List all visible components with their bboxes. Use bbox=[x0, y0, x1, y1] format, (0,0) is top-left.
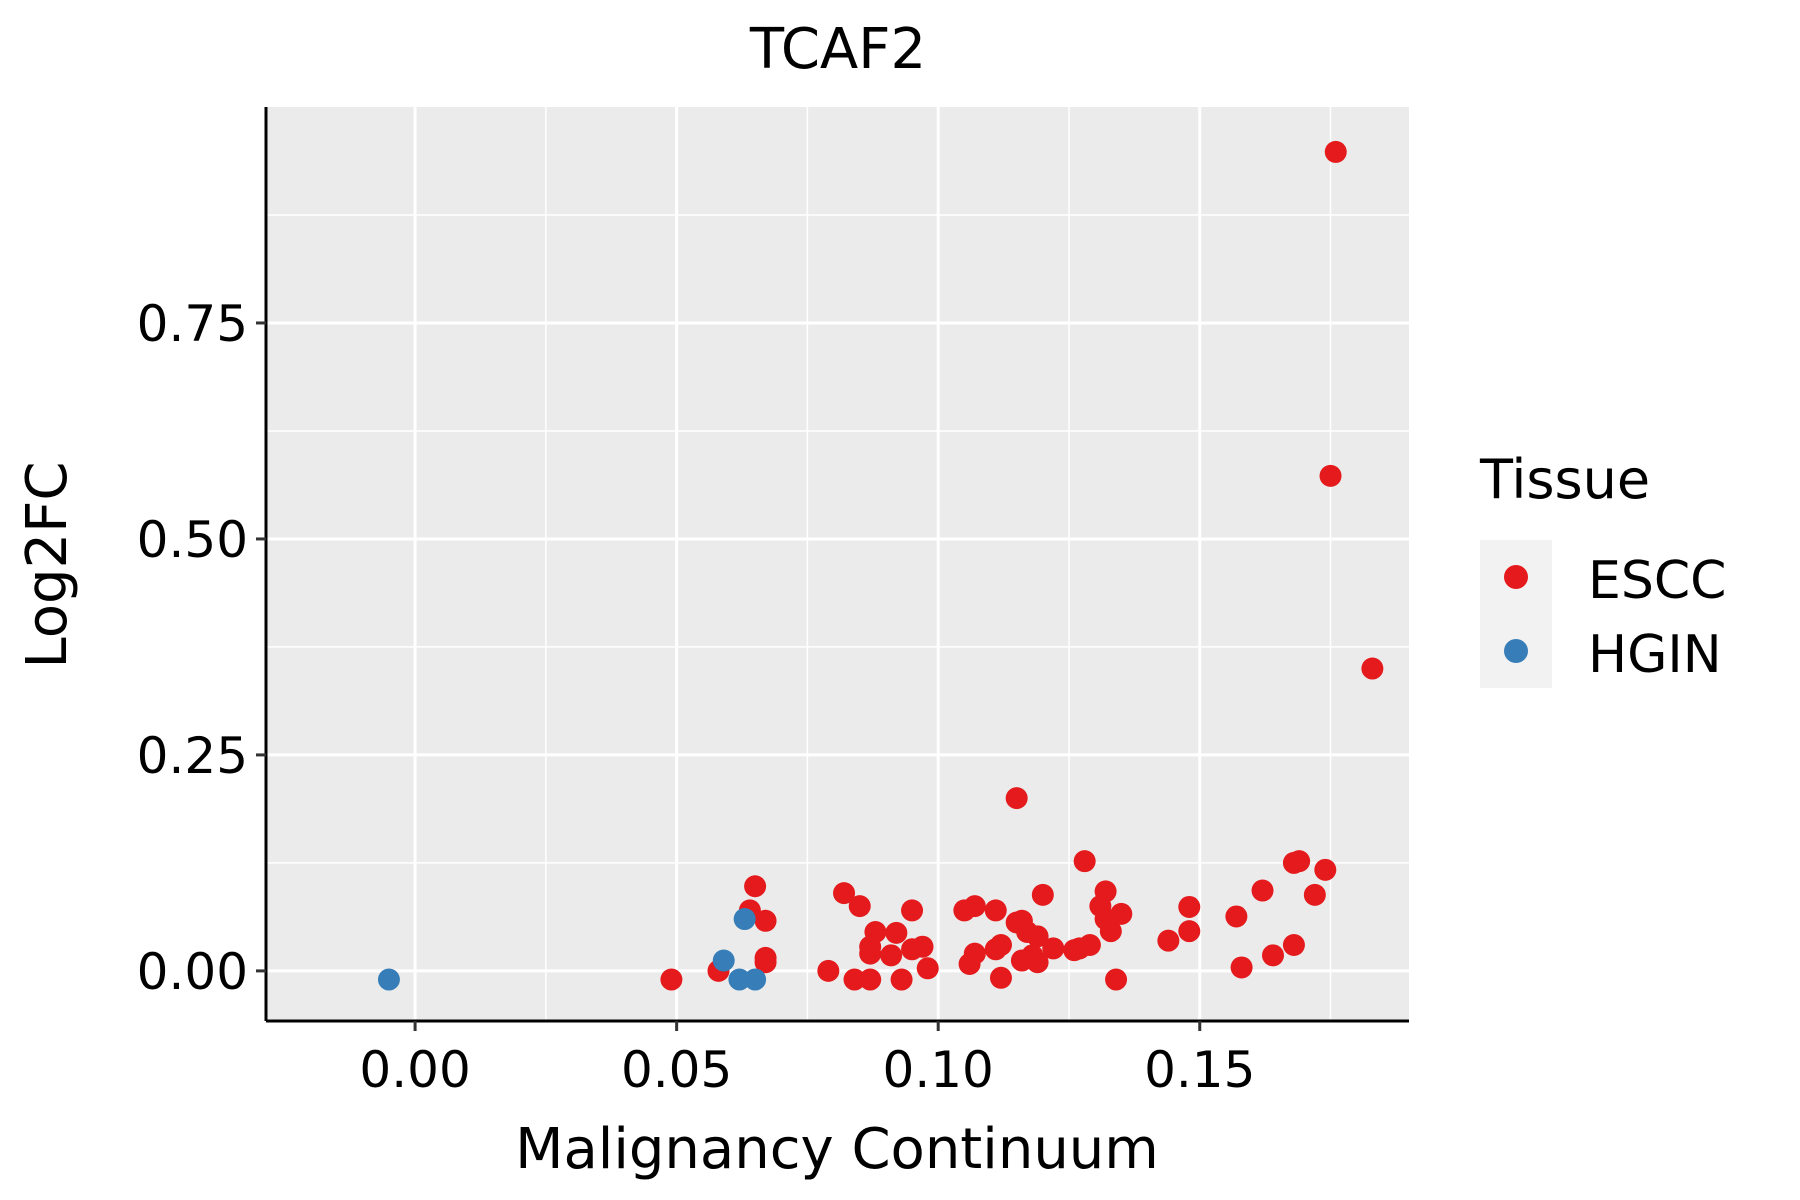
y-tick-label: 0.25 bbox=[137, 727, 248, 785]
point-escc bbox=[989, 966, 1012, 989]
point-escc bbox=[890, 968, 913, 991]
point-escc bbox=[1225, 905, 1248, 928]
legend: Tissue ESCC HGIN bbox=[1479, 448, 1726, 688]
point-escc bbox=[1324, 140, 1347, 163]
point-escc bbox=[754, 951, 777, 974]
point-escc bbox=[1178, 920, 1201, 943]
point-escc bbox=[901, 899, 924, 922]
x-axis-ticks: 0.00 0.05 0.10 0.15 bbox=[359, 1021, 1255, 1099]
y-axis-title: Log2FC bbox=[15, 462, 80, 669]
point-escc bbox=[1157, 929, 1180, 952]
point-escc bbox=[660, 968, 683, 991]
x-tick-label: 0.10 bbox=[883, 1041, 994, 1099]
y-tick-label: 0.50 bbox=[137, 511, 248, 569]
legend-title: Tissue bbox=[1479, 448, 1650, 511]
point-escc bbox=[1026, 925, 1049, 948]
point-escc bbox=[1094, 880, 1117, 903]
legend-key-hgin bbox=[1504, 639, 1528, 663]
point-escc bbox=[880, 944, 903, 967]
legend-key-escc bbox=[1504, 565, 1528, 589]
point-escc bbox=[859, 968, 882, 991]
point-escc bbox=[963, 942, 986, 965]
minor-gridlines bbox=[266, 107, 1409, 1021]
point-escc bbox=[1261, 944, 1284, 967]
y-axis-ticks: 0.00 0.25 0.50 0.75 bbox=[137, 295, 266, 1001]
point-escc bbox=[885, 921, 908, 944]
point-escc bbox=[843, 968, 866, 991]
point-escc bbox=[984, 899, 1007, 922]
chart-title: TCAF2 bbox=[749, 17, 926, 82]
x-tick-label: 0.15 bbox=[1144, 1041, 1255, 1099]
point-escc bbox=[1005, 787, 1028, 810]
point-hgin bbox=[377, 968, 400, 991]
point-hgin bbox=[744, 968, 767, 991]
legend-label-escc: ESCC bbox=[1588, 551, 1726, 611]
point-escc bbox=[864, 921, 887, 944]
point-escc bbox=[833, 882, 856, 905]
legend-label-hgin: HGIN bbox=[1588, 625, 1722, 685]
x-tick-label: 0.05 bbox=[621, 1041, 732, 1099]
point-escc bbox=[1073, 850, 1096, 873]
point-hgin bbox=[712, 949, 735, 972]
point-escc bbox=[916, 957, 939, 980]
point-escc bbox=[1099, 920, 1122, 943]
point-escc bbox=[1230, 956, 1253, 979]
point-escc bbox=[754, 909, 777, 932]
point-escc bbox=[817, 959, 840, 982]
point-escc bbox=[963, 895, 986, 918]
x-axis-title: Malignancy Continuum bbox=[515, 1117, 1159, 1182]
point-escc bbox=[1282, 933, 1305, 956]
legend-key-background bbox=[1480, 540, 1552, 688]
point-hgin bbox=[728, 968, 751, 991]
point-escc bbox=[1178, 895, 1201, 918]
point-escc bbox=[989, 933, 1012, 956]
point-escc bbox=[1078, 933, 1101, 956]
point-escc bbox=[911, 935, 934, 958]
point-escc bbox=[1026, 951, 1049, 974]
point-escc bbox=[744, 875, 767, 898]
point-escc bbox=[1251, 879, 1274, 902]
point-escc bbox=[1314, 858, 1337, 881]
y-tick-label: 0.75 bbox=[137, 295, 248, 353]
point-escc bbox=[1361, 657, 1384, 680]
point-escc bbox=[1110, 902, 1133, 925]
point-escc bbox=[1303, 883, 1326, 906]
point-escc bbox=[1031, 883, 1054, 906]
y-tick-label: 0.00 bbox=[137, 943, 248, 1001]
point-hgin bbox=[733, 908, 756, 931]
data-points bbox=[377, 140, 1384, 991]
x-tick-label: 0.00 bbox=[359, 1041, 470, 1099]
point-escc bbox=[859, 942, 882, 965]
plot-panel bbox=[266, 107, 1409, 1021]
point-escc bbox=[1042, 937, 1065, 960]
point-escc bbox=[848, 895, 871, 918]
point-escc bbox=[1288, 850, 1311, 873]
point-escc bbox=[1319, 464, 1342, 487]
point-escc bbox=[1105, 968, 1128, 991]
